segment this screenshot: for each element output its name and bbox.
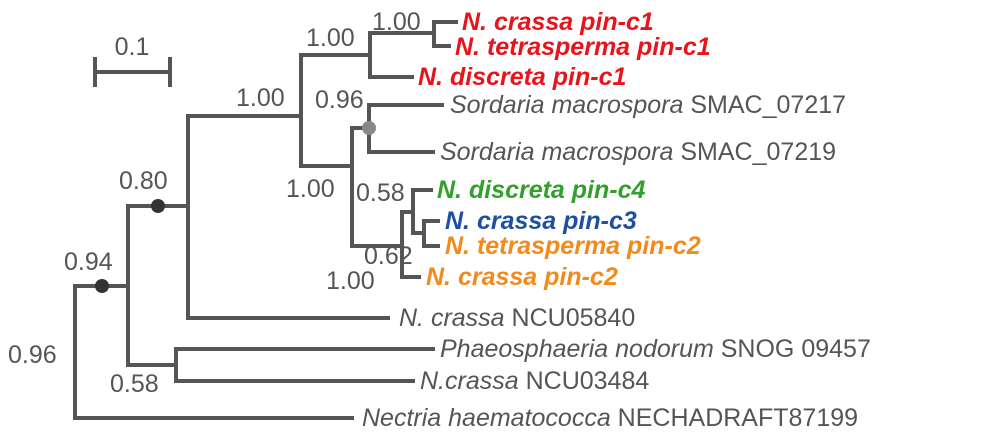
support-pin-c1-clade: 1.00 bbox=[306, 24, 355, 52]
taxon-gene: SNOG 09457 bbox=[714, 335, 871, 363]
support-pin-c234-clade: 1.00 bbox=[286, 175, 335, 203]
taxon-gene: SMAC_07219 bbox=[673, 138, 836, 166]
scale-bar: 0.1 bbox=[93, 33, 172, 87]
support-pin-c3-c2: 1.00 bbox=[326, 267, 375, 295]
taxon-species: N. crassa pin-c1 bbox=[462, 8, 654, 36]
taxon-species: N.crassa bbox=[420, 367, 519, 395]
taxon-smac-07217: Sordaria macrospora SMAC_07217 bbox=[450, 91, 846, 119]
taxon-species: Sordaria macrospora bbox=[450, 91, 684, 119]
node-marker-sordaria bbox=[362, 121, 376, 135]
taxon-species: Phaeosphaeria nodorum bbox=[440, 335, 714, 363]
taxon-species: N. crassa pin-c2 bbox=[426, 263, 618, 291]
taxon-gene: NCU03484 bbox=[519, 367, 650, 395]
support-ingroup: 0.94 bbox=[64, 248, 113, 276]
taxon-snog-09457: Phaeosphaeria nodorum SNOG 09457 bbox=[440, 335, 871, 363]
taxon-species: N. tetrasperma pin-c1 bbox=[455, 33, 711, 61]
taxon-n-tetrasperma-pin-c1: N. tetrasperma pin-c1 bbox=[455, 33, 711, 61]
support-pin-c1-inner: 1.00 bbox=[372, 8, 421, 36]
support-pin-c2-group: 0.62 bbox=[364, 242, 413, 270]
support-snog-ncu03484: 0.58 bbox=[110, 370, 159, 398]
support-root: 0.96 bbox=[8, 341, 57, 369]
taxon-smac-07219: Sordaria macrospora SMAC_07219 bbox=[440, 138, 836, 166]
taxon-species: N. tetrasperma pin-c2 bbox=[445, 232, 701, 260]
taxon-ncu03484: N.crassa NCU03484 bbox=[420, 367, 649, 395]
taxon-n-crassa-pin-c1: N. crassa pin-c1 bbox=[462, 8, 654, 36]
tree-branches bbox=[73, 20, 458, 420]
taxon-n-crassa-pin-c2: N. crassa pin-c2 bbox=[426, 263, 618, 291]
taxon-species: N. crassa pin-c3 bbox=[445, 207, 637, 235]
taxon-n-discreta-pin-c1: N. discreta pin-c1 bbox=[418, 63, 626, 91]
taxon-n-tetrasperma-pin-c2: N. tetrasperma pin-c2 bbox=[445, 232, 701, 260]
support-ncu05840-node: 0.80 bbox=[119, 167, 168, 195]
taxon-species: N. crassa bbox=[399, 304, 505, 332]
node-marker-ingroup bbox=[95, 279, 109, 293]
support-sordaria-pair: 0.96 bbox=[315, 86, 364, 114]
support-values: 1.00 1.00 1.00 0.96 1.00 0.58 0.62 1.00 … bbox=[8, 8, 421, 398]
taxon-species: Sordaria macrospora bbox=[440, 138, 674, 166]
node-marker-080 bbox=[151, 199, 165, 213]
scale-bar-label: 0.1 bbox=[115, 33, 150, 61]
taxon-n-discreta-pin-c4: N. discreta pin-c4 bbox=[437, 176, 645, 204]
taxon-gene: NECHADRAFT87199 bbox=[611, 404, 858, 432]
taxon-species: N. discreta pin-c1 bbox=[418, 63, 626, 91]
taxon-species: N. discreta pin-c4 bbox=[437, 176, 645, 204]
support-neurospora-sordaria: 1.00 bbox=[236, 84, 285, 112]
taxon-gene: NCU05840 bbox=[505, 304, 636, 332]
taxon-ncu05840: N. crassa NCU05840 bbox=[399, 304, 635, 332]
taxon-nechadraft87199: Nectria haematococca NECHADRAFT87199 bbox=[362, 404, 858, 432]
support-pin-c4-c3: 0.58 bbox=[356, 179, 405, 207]
taxon-labels: N. crassa pin-c1 N. tetrasperma pin-c1 N… bbox=[362, 8, 871, 432]
taxon-n-crassa-pin-c3: N. crassa pin-c3 bbox=[445, 207, 637, 235]
taxon-species: Nectria haematococca bbox=[362, 404, 611, 432]
taxon-gene: SMAC_07217 bbox=[683, 91, 846, 119]
